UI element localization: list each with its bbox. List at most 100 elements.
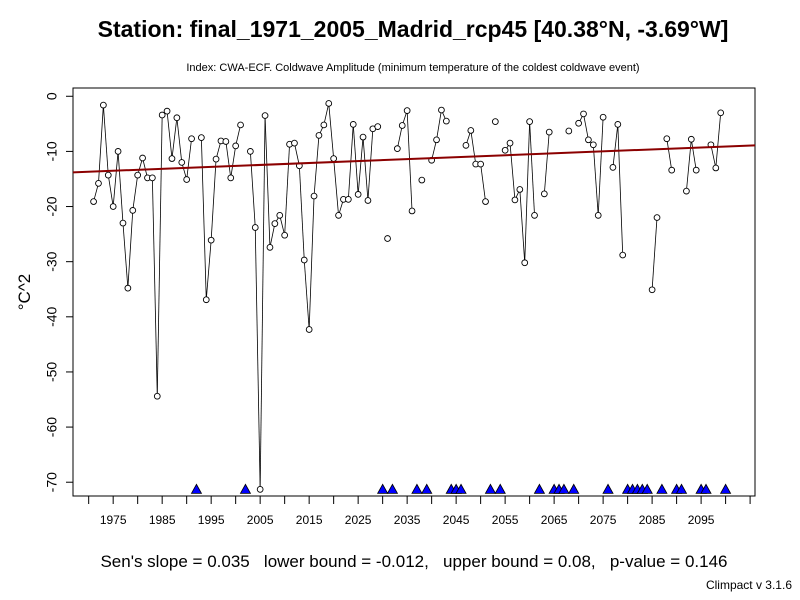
data-point (354, 191, 362, 198)
y-tick-label: -40 (44, 306, 60, 326)
data-point (442, 117, 450, 125)
data-point (183, 176, 191, 183)
data-point (134, 171, 142, 179)
missing-marker (386, 483, 399, 494)
data-point (330, 155, 337, 162)
x-tick-label: 1975 (100, 513, 127, 527)
data-point (168, 155, 176, 162)
data-point (599, 113, 607, 121)
data-point (276, 212, 284, 219)
series-segment (117, 151, 124, 224)
data-point (384, 235, 391, 242)
y-axis-label: °C^2 (15, 274, 34, 311)
stats-text: Sen's slope = 0.035 lower bound = -0.012… (100, 552, 727, 571)
data-point (398, 122, 406, 129)
data-point (531, 212, 538, 219)
data-point (668, 166, 676, 174)
series-segment (205, 240, 212, 300)
data-point (653, 214, 661, 221)
series-segment (151, 177, 158, 397)
data-point (90, 198, 97, 205)
data-point (158, 111, 166, 119)
series-segment (298, 165, 305, 261)
missing-marker (700, 483, 712, 494)
y-tick-label: -20 (44, 196, 60, 216)
data-point (266, 243, 274, 251)
series-segment (333, 158, 339, 216)
series-segment (156, 115, 163, 397)
series-segment (431, 139, 437, 161)
y-tick-label: -30 (44, 251, 60, 271)
data-point (124, 284, 132, 292)
data-point (418, 176, 426, 184)
trend-layer (72, 144, 756, 174)
missing-marker (239, 483, 252, 494)
series-segment (132, 175, 139, 211)
data-point (717, 109, 725, 117)
data-point (482, 198, 489, 205)
series-segment (509, 143, 516, 200)
data-point (609, 164, 617, 171)
version-text: Climpact v 3.1.6 (706, 578, 792, 592)
x-tick-label: 2065 (541, 513, 568, 527)
x-tick-label: 2025 (345, 513, 372, 527)
series-segment (284, 144, 290, 236)
x-tick-label: 2085 (639, 513, 666, 527)
data-point (565, 127, 573, 135)
missing-marker (533, 483, 546, 494)
data-point (104, 171, 112, 179)
x-tick-label: 2095 (688, 513, 715, 527)
series-segment (617, 124, 624, 256)
missing-marker (558, 483, 570, 494)
series-segment (279, 215, 286, 236)
series-segment (357, 137, 364, 195)
data-point (575, 119, 582, 127)
x-tick-label: 2005 (247, 513, 274, 527)
y-tick-label: -10 (44, 141, 60, 161)
series-segment (480, 164, 486, 202)
series-layer (90, 100, 725, 493)
plot-frame (72, 87, 756, 497)
data-point (349, 121, 357, 128)
data-point (540, 190, 548, 198)
series-segment (362, 137, 369, 201)
missing-marker (719, 483, 732, 494)
data-point (433, 136, 440, 144)
series-segment (269, 223, 276, 248)
series-segment (352, 124, 359, 195)
series-segment (142, 157, 148, 178)
data-point (462, 141, 470, 149)
x-tick-label: 2075 (590, 513, 617, 527)
data-point (173, 114, 181, 122)
series-segment (294, 143, 300, 166)
x-tick-label: 2035 (394, 513, 421, 527)
data-point (178, 159, 186, 166)
missing-marker (484, 483, 497, 494)
data-point (521, 259, 529, 267)
data-point (516, 186, 524, 193)
data-point (100, 101, 107, 109)
series-segment (612, 124, 619, 168)
data-point (374, 123, 382, 130)
data-point (315, 132, 323, 139)
series-segment (396, 125, 403, 149)
data-point (594, 212, 602, 219)
series-segment (470, 130, 477, 165)
series-segment (259, 115, 266, 490)
series-segment (710, 144, 717, 169)
data-point (300, 256, 308, 264)
x-tick-label: 1985 (149, 513, 176, 527)
data-point (683, 187, 690, 195)
data-point (403, 107, 411, 114)
data-point (139, 154, 146, 162)
data-point (648, 286, 656, 294)
x-tick-label: 1995 (198, 513, 225, 527)
y-tick-label: -50 (44, 362, 60, 382)
series-segment (171, 117, 178, 159)
series-segment (186, 138, 192, 180)
data-point (545, 128, 553, 136)
data-point (467, 127, 475, 134)
missing-marker (641, 483, 653, 494)
series-segment (592, 144, 599, 216)
